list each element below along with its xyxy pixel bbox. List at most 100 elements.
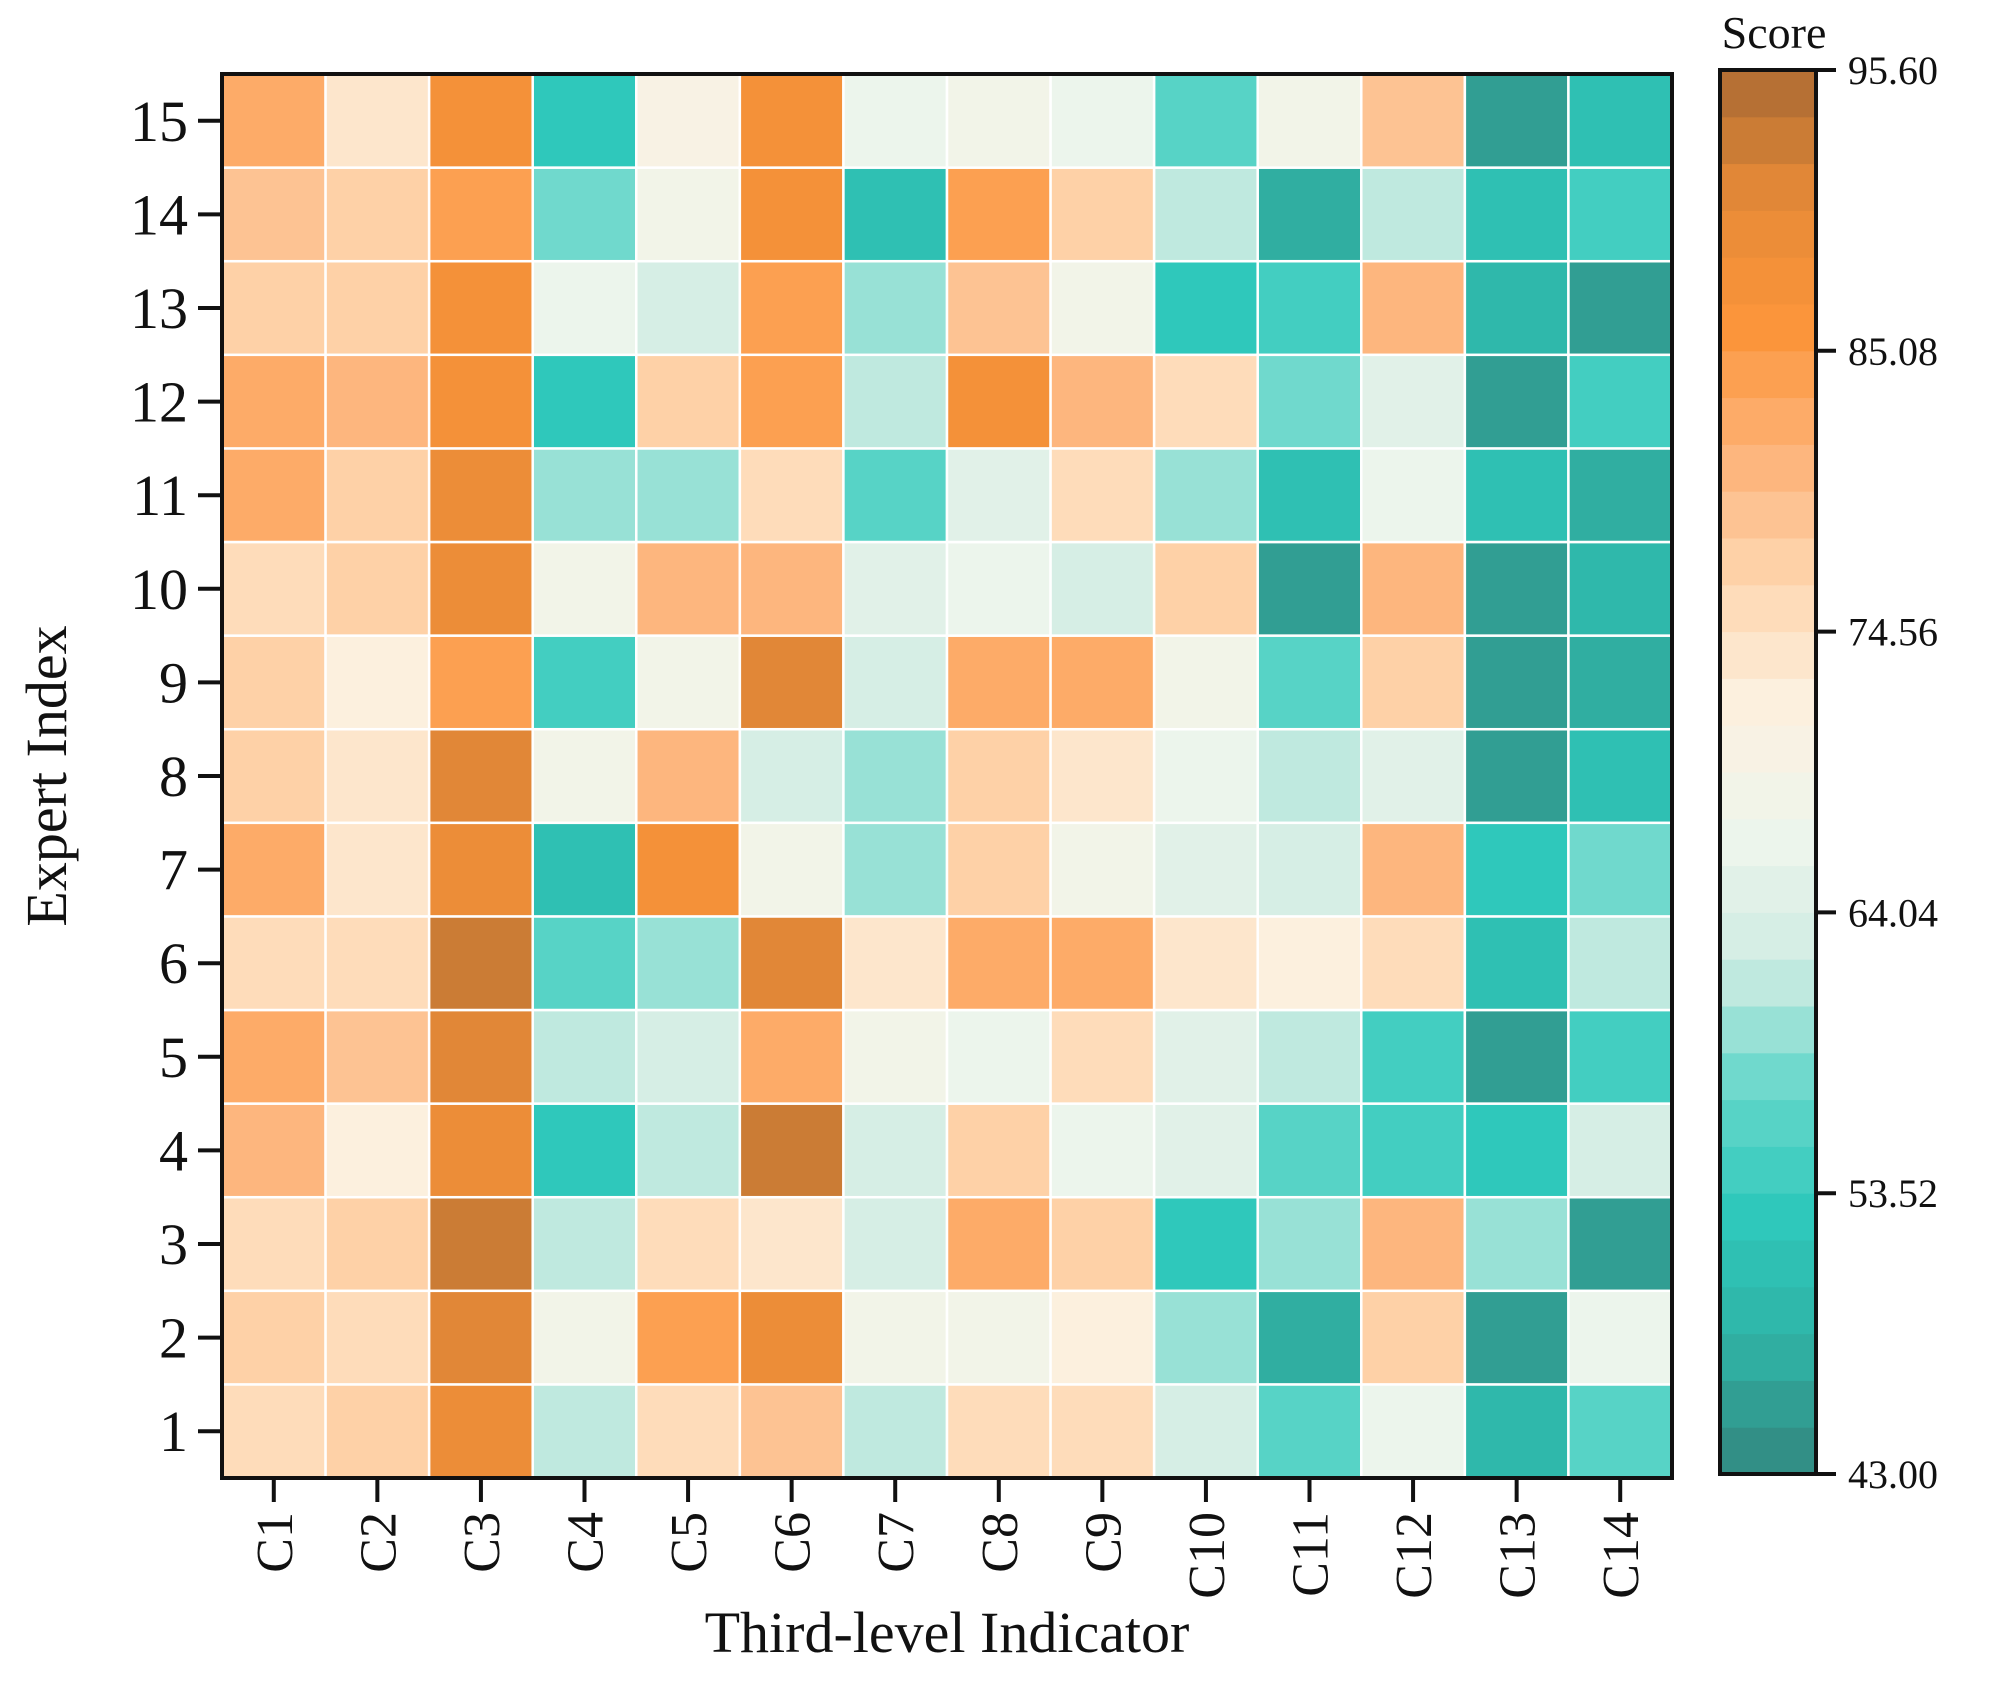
heatmap-cell [324, 915, 431, 1012]
heatmap-cell [1567, 634, 1674, 731]
heatmap-cell [738, 727, 845, 825]
heatmap-cell [1256, 353, 1363, 450]
colorbar-tick-label: 43.00 [1848, 1452, 1938, 1497]
heatmap-cell [427, 727, 534, 825]
colorbar-level [1720, 538, 1816, 586]
heatmap-cell [842, 1383, 949, 1480]
heatmap-cell [1463, 166, 1570, 263]
heatmap-cell [531, 1383, 638, 1480]
heatmap-cell [1152, 447, 1259, 544]
heatmap-cell [1463, 72, 1570, 169]
heatmap-cell [1049, 915, 1156, 1012]
heatmap-cell [635, 634, 742, 731]
heatmap-cell [1567, 1383, 1674, 1480]
heatmap-cell [1463, 1008, 1570, 1105]
heatmap-cells [220, 72, 1674, 1480]
heatmap-cell [1256, 1102, 1363, 1199]
colorbar-level [1720, 1427, 1816, 1475]
heatmap-cell [945, 540, 1052, 637]
heatmap-cell [427, 1008, 534, 1105]
heatmap-cell [1360, 72, 1467, 169]
heatmap-cell [1152, 915, 1259, 1012]
colorbar-level [1720, 678, 1816, 726]
colorbar-level [1720, 1099, 1816, 1147]
heatmap-cell [1463, 634, 1570, 731]
heatmap-cell [531, 72, 638, 169]
heatmap-cell [842, 1289, 949, 1386]
heatmap-cell [1567, 166, 1674, 263]
heatmap-cell [1049, 1008, 1156, 1105]
heatmap-cell [324, 1102, 431, 1199]
heatmap-cell [1049, 353, 1156, 450]
heatmap-cell [1256, 1383, 1363, 1480]
heatmap-cell [1152, 1102, 1259, 1199]
heatmap-cell [1256, 1195, 1363, 1293]
heatmap-cell [945, 1008, 1052, 1105]
x-tick-label: C5 [661, 1512, 718, 1573]
heatmap-cell [1256, 821, 1363, 918]
heatmap-cell [738, 259, 845, 357]
heatmap-cell [1567, 259, 1674, 357]
colorbar-level [1720, 163, 1816, 211]
heatmap-cell [531, 1102, 638, 1199]
y-tick-label: 12 [130, 370, 188, 435]
heatmap-cell [842, 166, 949, 263]
colorbar-level [1720, 912, 1816, 960]
heatmap-cell [220, 1195, 327, 1293]
heatmap-cell [1567, 821, 1674, 918]
heatmap-cell [738, 353, 845, 450]
colorbar-level [1720, 70, 1816, 118]
x-tick-label: C11 [1283, 1512, 1340, 1597]
y-tick-label: 1 [159, 1399, 188, 1464]
heatmap-cell [738, 1008, 845, 1105]
heatmap-cell [945, 447, 1052, 544]
colorbar-level [1720, 1146, 1816, 1194]
heatmap-cell [842, 634, 949, 731]
heatmap-cell [1049, 166, 1156, 263]
heatmap-cell [1360, 1102, 1467, 1199]
heatmap-cell [738, 72, 845, 169]
heatmap-cell [1567, 1289, 1674, 1386]
heatmap-cell [1360, 259, 1467, 357]
heatmap-cell [427, 634, 534, 731]
heatmap-cell [220, 353, 327, 450]
heatmap-cell [1152, 540, 1259, 637]
heatmap-cell [738, 1383, 845, 1480]
colorbar: 43.00 53.52 64.04 74.56 85.08 95.60 [1718, 48, 1938, 1497]
heatmap-cell [1463, 1195, 1570, 1293]
heatmap-cell [531, 166, 638, 263]
colorbar-level [1720, 1333, 1816, 1381]
heatmap-cell [1256, 727, 1363, 825]
heatmap-cell [1360, 447, 1467, 544]
heatmap-cell [1152, 821, 1259, 918]
heatmap-cell [1049, 1102, 1156, 1199]
x-tick-label: C4 [558, 1512, 615, 1573]
heatmap-cell [1463, 821, 1570, 918]
heatmap-cell [220, 727, 327, 825]
heatmap-cell [1567, 727, 1674, 825]
x-tick-label: C14 [1593, 1512, 1650, 1599]
colorbar-level [1720, 257, 1816, 305]
heatmap-cell [427, 915, 534, 1012]
x-tick-label: C1 [247, 1512, 304, 1573]
heatmap-cell [1360, 1195, 1467, 1293]
heatmap-cell [842, 1102, 949, 1199]
heatmap-cell [220, 915, 327, 1012]
heatmap-cell [635, 447, 742, 544]
heatmap-cell [1567, 540, 1674, 637]
heatmap-cell [1360, 821, 1467, 918]
heatmap-cell [220, 72, 327, 169]
y-tick-label: 2 [159, 1306, 188, 1371]
heatmap-cell [738, 1102, 845, 1199]
heatmap-cell [1049, 1383, 1156, 1480]
heatmap-cell [1463, 353, 1570, 450]
heatmap-cell [1152, 259, 1259, 357]
heatmap-cell [531, 1008, 638, 1105]
heatmap-cell [1567, 1102, 1674, 1199]
heatmap-cell [842, 353, 949, 450]
colorbar-level [1720, 304, 1816, 352]
heatmap-cell [427, 166, 534, 263]
heatmap-cell [1360, 353, 1467, 450]
heatmap-cell [324, 634, 431, 731]
heatmap-cell [1152, 1289, 1259, 1386]
